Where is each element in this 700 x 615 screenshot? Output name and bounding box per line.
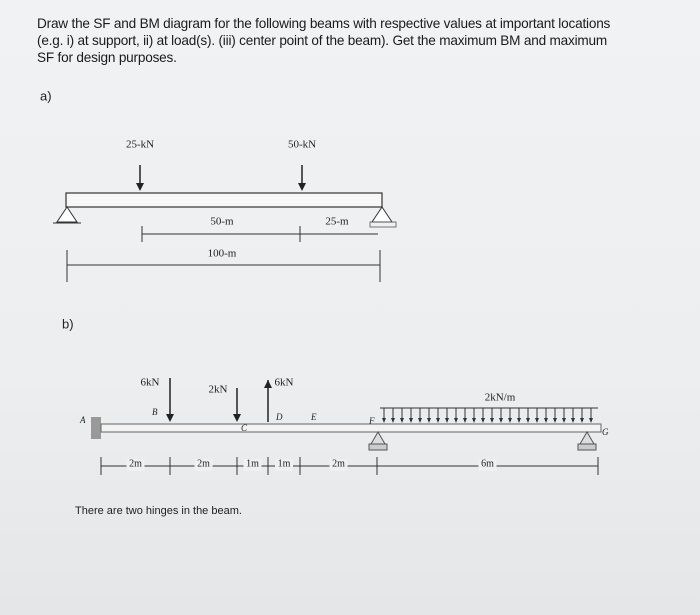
- label-bg: [243, 459, 262, 471]
- arrow-head: [517, 418, 521, 423]
- beam: [100, 423, 602, 433]
- note: There are two hinges in the beam.: [75, 505, 242, 517]
- arrow-head: [481, 418, 485, 423]
- dimension-label: 6m: [481, 458, 494, 469]
- load-label: 25-kN: [126, 139, 154, 151]
- arrow-head: [571, 418, 575, 423]
- question-line: SF for design purposes.: [37, 50, 177, 65]
- arrow-head: [553, 418, 557, 423]
- arrow-head: [264, 380, 272, 388]
- point-label: D: [275, 412, 283, 422]
- arrow-head: [391, 418, 395, 423]
- arrow-head: [233, 414, 241, 422]
- point-label: C: [241, 423, 248, 433]
- arrow-head: [418, 418, 422, 423]
- load-label: 50-kN: [288, 139, 316, 151]
- arrow-head: [454, 418, 458, 423]
- support: [577, 443, 597, 451]
- point-label: A: [79, 415, 86, 425]
- part-label: b): [62, 316, 74, 331]
- part-label: a): [40, 88, 52, 103]
- load-label: 2kN/m: [485, 392, 516, 404]
- arrow-head: [427, 418, 431, 423]
- arrow-head: [580, 418, 584, 423]
- label-bg: [275, 459, 293, 471]
- point-label: G: [602, 427, 609, 437]
- arrow-head: [499, 418, 503, 423]
- question-line: (e.g. i) at support, ii) at load(s). (ii…: [37, 33, 608, 48]
- arrow-head: [589, 418, 593, 423]
- arrow-head: [445, 418, 449, 423]
- dimension-label: 25-m: [325, 216, 349, 228]
- arrow-head: [562, 418, 566, 423]
- arrow-head: [136, 183, 144, 191]
- support: [370, 431, 386, 445]
- label-bg: [329, 459, 348, 471]
- arrow-head: [472, 418, 476, 423]
- pin-support: [371, 206, 393, 223]
- point-label: E: [310, 412, 317, 422]
- support: [368, 443, 388, 451]
- arrow-head: [526, 418, 530, 423]
- point-label: B: [152, 407, 158, 417]
- arrow-head: [436, 418, 440, 423]
- load-label: 2kN: [209, 384, 228, 396]
- arrow-head: [544, 418, 548, 423]
- arrow-head: [508, 418, 512, 423]
- dimension-label: 100-m: [208, 248, 237, 260]
- arrow-head: [166, 414, 174, 422]
- dimension-label: 2m: [197, 458, 210, 469]
- support: [579, 431, 595, 445]
- question-line: Draw the SF and BM diagram for the follo…: [37, 16, 611, 31]
- load-label: 6kN: [141, 377, 160, 389]
- point-label: F: [368, 416, 375, 426]
- label-bg: [126, 459, 145, 471]
- arrow-head: [400, 418, 404, 423]
- dimension-label: 1m: [278, 458, 291, 469]
- ground: [369, 221, 397, 228]
- pin-support: [56, 206, 78, 223]
- arrow-head: [490, 418, 494, 423]
- wall: [91, 417, 101, 439]
- arrow-head: [409, 418, 413, 423]
- arrow-head: [382, 418, 386, 423]
- dimension-label: 2m: [332, 458, 345, 469]
- arrow-head: [298, 183, 306, 191]
- arrow-head: [463, 418, 467, 423]
- arrow-head: [535, 418, 539, 423]
- dimension-label: 2m: [129, 458, 142, 469]
- label-bg: [194, 459, 213, 471]
- beam: [65, 192, 383, 208]
- load-label: 6kN: [275, 377, 294, 389]
- dimension-label: 50-m: [210, 216, 234, 228]
- dimensions: 2m 2m 1m 1m 2m 6m: [100, 457, 599, 475]
- udl-arrows: [382, 408, 593, 423]
- label-bg: [478, 459, 497, 471]
- dimension-label: 1m: [246, 458, 259, 469]
